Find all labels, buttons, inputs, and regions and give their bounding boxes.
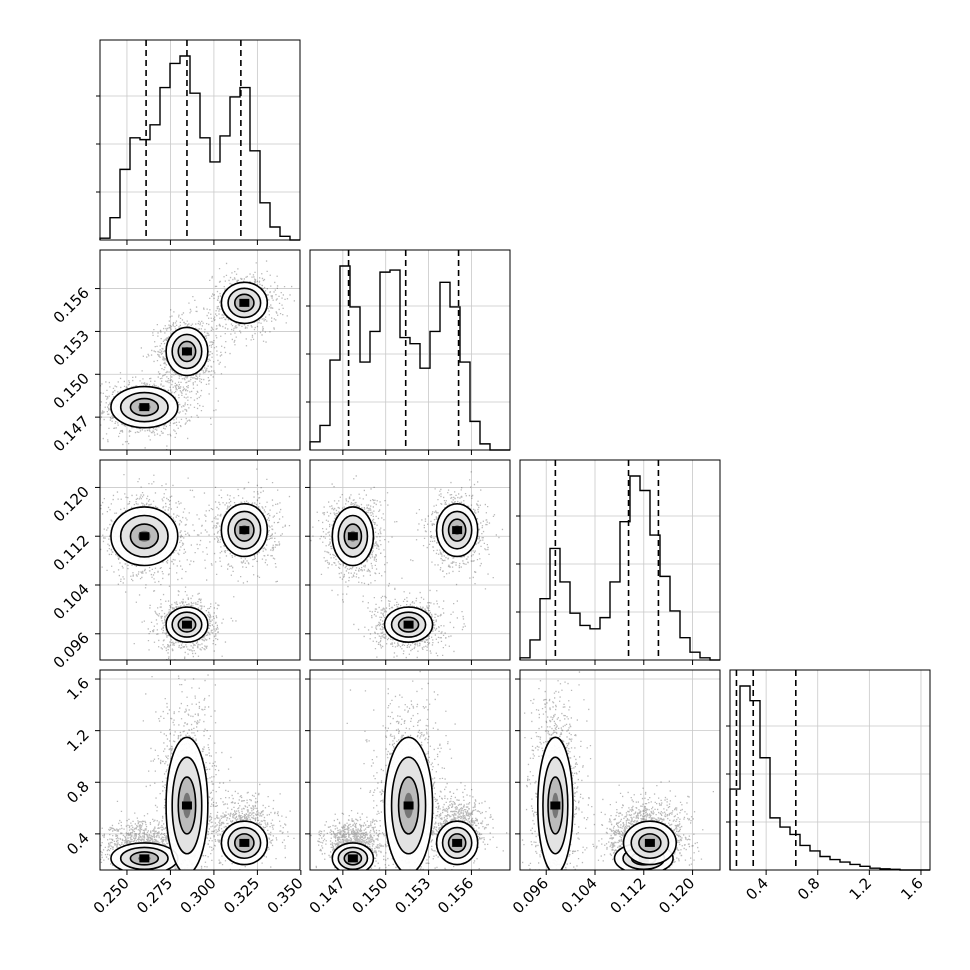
density-peak-3-0-m2: [239, 838, 250, 847]
density-peak-2-1-m0: [347, 532, 358, 541]
density-peak-1-0-m0: [139, 403, 150, 412]
y-tick-label-3-2: 1.2: [63, 726, 93, 756]
density-peak-1-0-m1: [181, 347, 192, 356]
scatter-contents-1-0: [100, 250, 300, 450]
x-tick-label-1-1: 0.150: [348, 874, 391, 917]
scatter-contents-3-1: [310, 670, 510, 870]
panel-frame-3-2: [519, 669, 721, 871]
hist-panel-1: [306, 249, 511, 451]
x-axis-2: 0.096 0.104 0.112 0.120: [509, 870, 698, 917]
y-tick-label-3-0: 0.4: [63, 829, 93, 859]
hist-steps-2: [519, 475, 720, 661]
density-peak-2-0-m0: [139, 532, 150, 541]
hist-panel-0: [96, 39, 301, 241]
x-axis-1: 0.147 0.150 0.153 0.156: [306, 870, 477, 917]
y-tick-label-1-2: 0.153: [50, 327, 93, 370]
y-tick-label-2-2: 0.112: [50, 531, 93, 574]
scatter-contents-3-0: [100, 670, 300, 870]
hist-panel-3: [726, 669, 931, 871]
x-tick-label-3-0: 0.4: [742, 874, 772, 904]
x-tick-label-0-2: 0.300: [177, 874, 220, 917]
density-peak-3-0-m0: [139, 854, 150, 863]
density-peak-1-0-m2: [239, 298, 250, 307]
x-tick-label-3-2: 1.2: [846, 874, 876, 904]
hist-steps-3: [729, 685, 930, 871]
x-tick-label-1-2: 0.153: [391, 874, 434, 917]
density-peak-3-1-m2: [452, 838, 463, 847]
x-tick-label-2-0: 0.096: [509, 874, 552, 917]
x-tick-label-2-1: 0.104: [558, 874, 601, 917]
density-peak-3-2-m1: [550, 801, 561, 810]
scatter-contents-3-2: [520, 670, 720, 870]
hist-frame-0: [99, 39, 301, 241]
x-tick-label-0-0: 0.250: [90, 874, 133, 917]
x-tick-label-1-0: 0.147: [306, 874, 349, 917]
y-tick-label-1-0: 0.147: [50, 412, 93, 455]
panel-frame-3-0: [99, 669, 301, 871]
y-tick-label-1-3: 0.156: [50, 284, 93, 327]
scatter-contents-2-1: [310, 460, 510, 660]
density-peak-2-0-m1: [181, 620, 192, 629]
hist-steps-0: [99, 55, 300, 241]
density-peak-3-2-m2: [644, 838, 655, 847]
y-tick-label-2-3: 0.120: [50, 483, 93, 526]
hist-frame-3: [729, 669, 931, 871]
panel-frame-3-1: [309, 669, 511, 871]
density-peak-3-1-m0: [347, 854, 358, 863]
x-axis-3: 0.4 0.8 1.2 1.6: [742, 870, 927, 904]
y-tick-label-3-3: 1.6: [63, 674, 93, 704]
density-peak-2-0-m2: [239, 526, 250, 535]
scatter-panel-2-1: [309, 459, 511, 661]
y-tick-label-2-1: 0.104: [50, 580, 93, 623]
x-tick-label-3-1: 0.8: [794, 874, 824, 904]
scatter-panel-2-0: [99, 459, 301, 661]
x-tick-label-0-1: 0.275: [133, 874, 176, 917]
density-peak-3-1-m1: [403, 801, 414, 810]
hist-frame-2: [519, 459, 721, 661]
scatter-points-3-1: [310, 670, 508, 870]
scatter-panel-3-1: [309, 669, 511, 871]
x-tick-label-1-3: 0.156: [434, 874, 477, 917]
density-peak-2-1-m1: [403, 620, 414, 629]
panel-frame-1-0: [99, 249, 301, 451]
x-tick-label-2-3: 0.120: [655, 874, 698, 917]
x-tick-label-0-3: 0.325: [220, 874, 263, 917]
x-axis-0: 0.250 0.275 0.300 0.325 0.350: [90, 870, 307, 917]
y-axis-2: 0.096 0.104 0.112 0.120: [50, 483, 100, 672]
panel-frame-2-0: [99, 459, 301, 661]
density-peak-3-0-m1: [181, 801, 192, 810]
scatter-contents-2-0: [100, 460, 300, 660]
x-tick-label-0-4: 0.350: [264, 874, 307, 917]
panel-frame-2-1: [309, 459, 511, 661]
scatter-panel-3-0: [99, 669, 301, 871]
hist-steps-1: [309, 265, 510, 451]
y-tick-label-3-1: 0.8: [63, 777, 93, 807]
scatter-panel-3-2: [519, 669, 721, 871]
density-peak-2-1-m2: [452, 526, 463, 535]
x-tick-label-2-2: 0.112: [607, 874, 650, 917]
hist-frame-1: [309, 249, 511, 451]
y-tick-label-2-0: 0.096: [50, 629, 93, 672]
hist-panel-2: [516, 459, 721, 661]
y-axis-3: 0.4 0.8 1.2 1.6: [63, 674, 100, 859]
y-tick-label-1-1: 0.150: [50, 369, 93, 412]
scatter-panel-1-0: [99, 249, 301, 451]
x-tick-label-3-3: 1.6: [897, 874, 927, 904]
